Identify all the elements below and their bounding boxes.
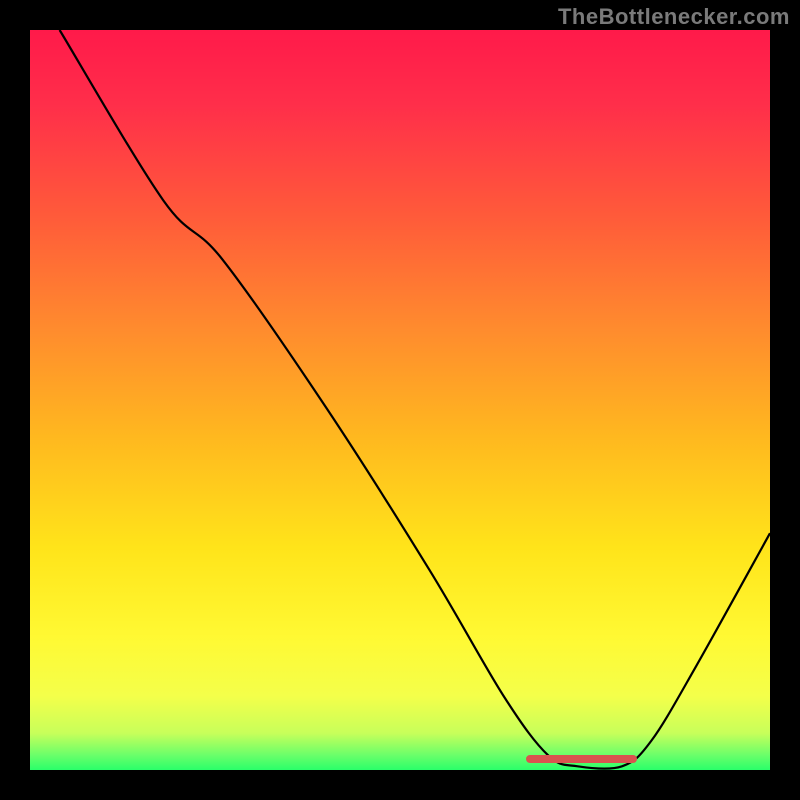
watermark-text: TheBottlenecker.com (558, 4, 790, 30)
chart-svg (30, 30, 770, 770)
gradient-background (30, 30, 770, 770)
optimal-range-marker (526, 755, 637, 763)
chart-plot-area (30, 30, 770, 770)
